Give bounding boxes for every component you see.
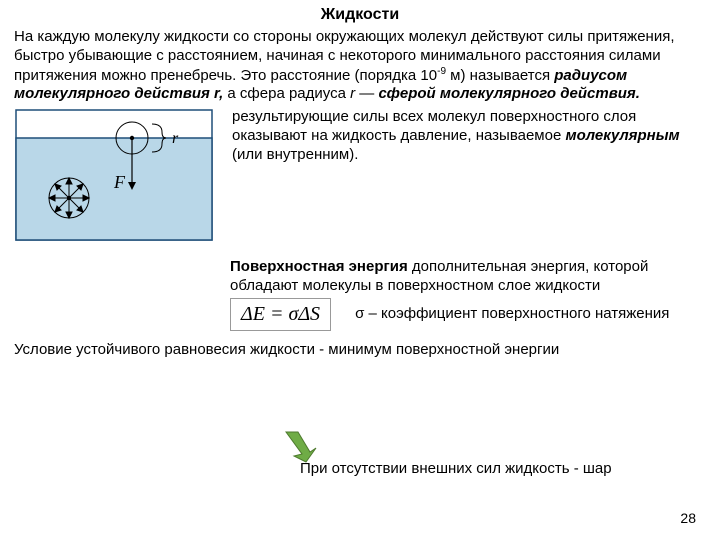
page-number: 28 (680, 510, 696, 526)
p1-text-d: а сфера радиуса (223, 85, 350, 102)
p2-text-c: (или внутренним). (232, 146, 358, 163)
svg-text:r: r (172, 130, 179, 147)
svg-text:F: F (113, 172, 126, 192)
formula: ΔE = σΔS (230, 298, 331, 331)
paragraph-2: результирующие силы всех молекул поверхн… (224, 108, 706, 252)
sigma-definition: σ – коэффициент поверхностного натяжения (331, 305, 669, 323)
page-title: Жидкости (0, 0, 720, 24)
paragraph-4: Условие устойчивого равновесия жидкости … (0, 331, 720, 360)
paragraph-5: При отсутствии внешних сил жидкость - ша… (300, 460, 612, 477)
row-diagram-text: r F результир (0, 104, 720, 252)
paragraph-1: На каждую молекулу жидкости со стороны о… (0, 24, 720, 104)
liquid-diagram: r F (14, 108, 224, 252)
p3-term: Поверхностная энергия (230, 258, 408, 275)
p1-text-b: м) называется (446, 67, 554, 84)
p2-term: молекулярным (565, 127, 679, 144)
formula-row: ΔE = σΔS σ – коэффициент поверхностного … (0, 296, 720, 331)
p1-term-2: сферой молекулярного действия. (378, 85, 639, 102)
p1-sup: -9 (437, 66, 446, 77)
p1-text-f: — (355, 85, 378, 102)
paragraph-3: Поверхностная энергия дополнительная эне… (0, 252, 720, 296)
